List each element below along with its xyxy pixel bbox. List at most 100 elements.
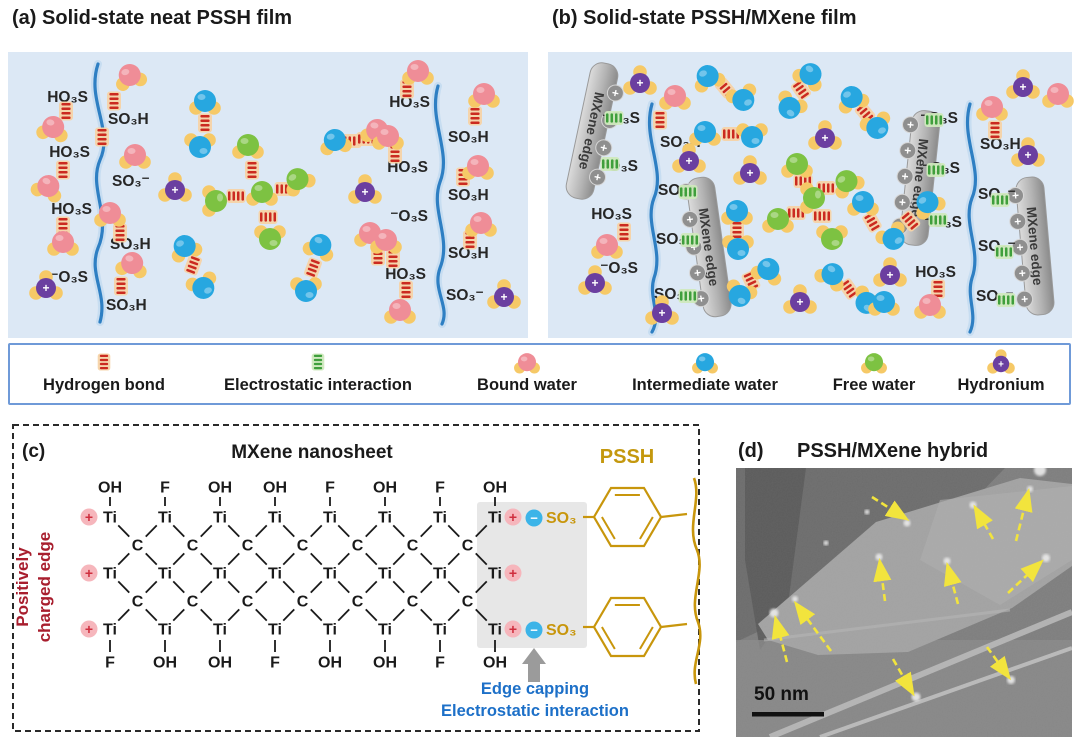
- hydronium-molecule: +: [29, 270, 63, 300]
- legend-item: Free water: [779, 348, 969, 395]
- hydrogen-bond-icon: [730, 220, 744, 240]
- atom-label: Ti: [103, 566, 117, 583]
- svg-text:+: +: [821, 131, 828, 145]
- atom-label: Ti: [103, 510, 117, 527]
- free-water-molecule: [816, 225, 848, 250]
- free-water-molecule: [286, 168, 316, 197]
- hydronium-molecule: +: [487, 279, 521, 309]
- bound-water-icon: [514, 353, 540, 374]
- atom-label: C: [462, 594, 474, 611]
- svg-text:+: +: [898, 195, 906, 210]
- atom-label: Ti: [378, 566, 392, 583]
- sulfonate-group-label: HO₃S: [591, 206, 632, 223]
- electrostatic-bond-icon: [926, 163, 946, 177]
- intermediate-water-molecule: [838, 86, 870, 114]
- svg-text:+: +: [509, 621, 517, 637]
- positive-charge-icon: [1013, 264, 1031, 282]
- intermediate-water-molecule: [189, 90, 221, 115]
- atom-label: C: [407, 594, 419, 611]
- hydrogen-bond-icon: [198, 113, 212, 133]
- free-water-molecule: [202, 185, 227, 217]
- hydrogen-bond-icon: [114, 276, 128, 296]
- atom-label: C: [242, 594, 254, 611]
- intermediate-water-molecule: [721, 200, 753, 225]
- scale-bar: [752, 712, 824, 717]
- free-water-molecule: [800, 182, 825, 214]
- atom-label: Ti: [433, 622, 447, 639]
- intermediate-water-molecule: [184, 133, 216, 158]
- hydrogen-bond-icon: [95, 127, 109, 147]
- atom-label: Ti: [158, 566, 172, 583]
- atom-label: F: [105, 655, 115, 672]
- intermediate-water-molecule: [868, 291, 900, 316]
- atom-label: C: [187, 594, 199, 611]
- positive-charge-icon: [504, 620, 522, 638]
- atom-label: C: [352, 538, 364, 555]
- svg-text:+: +: [906, 117, 914, 132]
- atom-label: OH: [208, 480, 232, 497]
- hydrogen-bond-icon: [790, 79, 812, 101]
- atom-label: F: [160, 480, 170, 497]
- legend-label: Hydronium: [957, 376, 1045, 394]
- benzene-ring: [592, 596, 663, 658]
- positive-charge-icon: [80, 620, 98, 638]
- sulfonate-group-label: SO₃H: [106, 297, 147, 314]
- atom-label: Ti: [433, 510, 447, 527]
- sulfonate-group-label: HO₃S: [389, 94, 430, 111]
- positive-charge-icon: [1016, 290, 1034, 308]
- scale-bar-label: 50 nm: [754, 684, 809, 705]
- svg-text:+: +: [746, 166, 753, 180]
- electrostatic-bond-icon: [680, 233, 700, 247]
- svg-text:+: +: [901, 169, 909, 184]
- bound-water-molecule: [370, 229, 402, 254]
- hydrogen-bond-icon: [107, 91, 121, 111]
- atom-label: Ti: [488, 566, 502, 583]
- atom-label: F: [270, 655, 280, 672]
- electrostatic-bond-icon: [678, 185, 698, 199]
- hydrogen-bond-icon: [59, 101, 73, 121]
- bound-water-molecule: [384, 299, 416, 324]
- sulfonate-group-label: SO₃H: [108, 111, 149, 128]
- atom-label: C: [297, 594, 309, 611]
- hydrogen-bond-icon: [245, 160, 259, 180]
- mxene-edge-rod: MXene edge++++: [565, 62, 624, 200]
- electrostatic-bond-icon: [600, 157, 620, 171]
- svg-text:+: +: [693, 265, 702, 280]
- bound-water-molecule: [976, 96, 1008, 121]
- svg-text:+: +: [685, 154, 692, 168]
- atom-label: OH: [373, 480, 397, 497]
- atom-label: C: [132, 594, 144, 611]
- hydrogen-bond-icon: [399, 280, 413, 300]
- hydronium-molecule: +: [1006, 69, 1040, 99]
- intermediate-water-molecule: [302, 234, 334, 262]
- svg-text:+: +: [361, 185, 368, 199]
- hydronium-molecule: +: [672, 143, 706, 173]
- hydrogen-bond-icon: [97, 353, 111, 371]
- atom-label: OH: [483, 480, 507, 497]
- atom-label: F: [435, 480, 445, 497]
- atom-label: C: [187, 538, 199, 555]
- panel-a-label: (a): [12, 7, 37, 29]
- panel-c-label: (c): [22, 441, 46, 462]
- edge-capping-arrow: [528, 664, 540, 682]
- mxene-edge-label: MXene edge: [1024, 206, 1046, 286]
- atom-label: Ti: [378, 622, 392, 639]
- svg-text:+: +: [85, 565, 93, 581]
- negative-charge-icon: [525, 509, 543, 527]
- mxene-lattice: Ti Ti Ti Ti Ti Ti Ti Ti Ti Ti Ti Ti Ti Ti Ti Ti Ti Ti Ti Ti…: [98, 480, 507, 672]
- atom-label: OH: [318, 655, 342, 672]
- svg-text:+: +: [1016, 240, 1024, 255]
- svg-text:+: +: [509, 565, 517, 581]
- atom-label: C: [462, 538, 474, 555]
- svg-text:+: +: [1019, 80, 1026, 94]
- hydronium-molecule: +: [578, 265, 612, 295]
- hydrogen-bond-icon: [184, 254, 202, 276]
- mxene-nanosheet-diagram: Ti Ti Ti Ti Ti Ti Ti Ti Ti Ti Ti Ti Ti Ti Ti Ti Ti Ti Ti Ti…: [12, 424, 702, 732]
- electrostatic-interaction-icon: [311, 353, 325, 371]
- annotation-arrow: [985, 646, 1012, 681]
- bound-water-molecule: [659, 85, 691, 110]
- svg-text:+: +: [85, 621, 93, 637]
- atom-label: Ti: [433, 566, 447, 583]
- svg-text:+: +: [689, 240, 698, 255]
